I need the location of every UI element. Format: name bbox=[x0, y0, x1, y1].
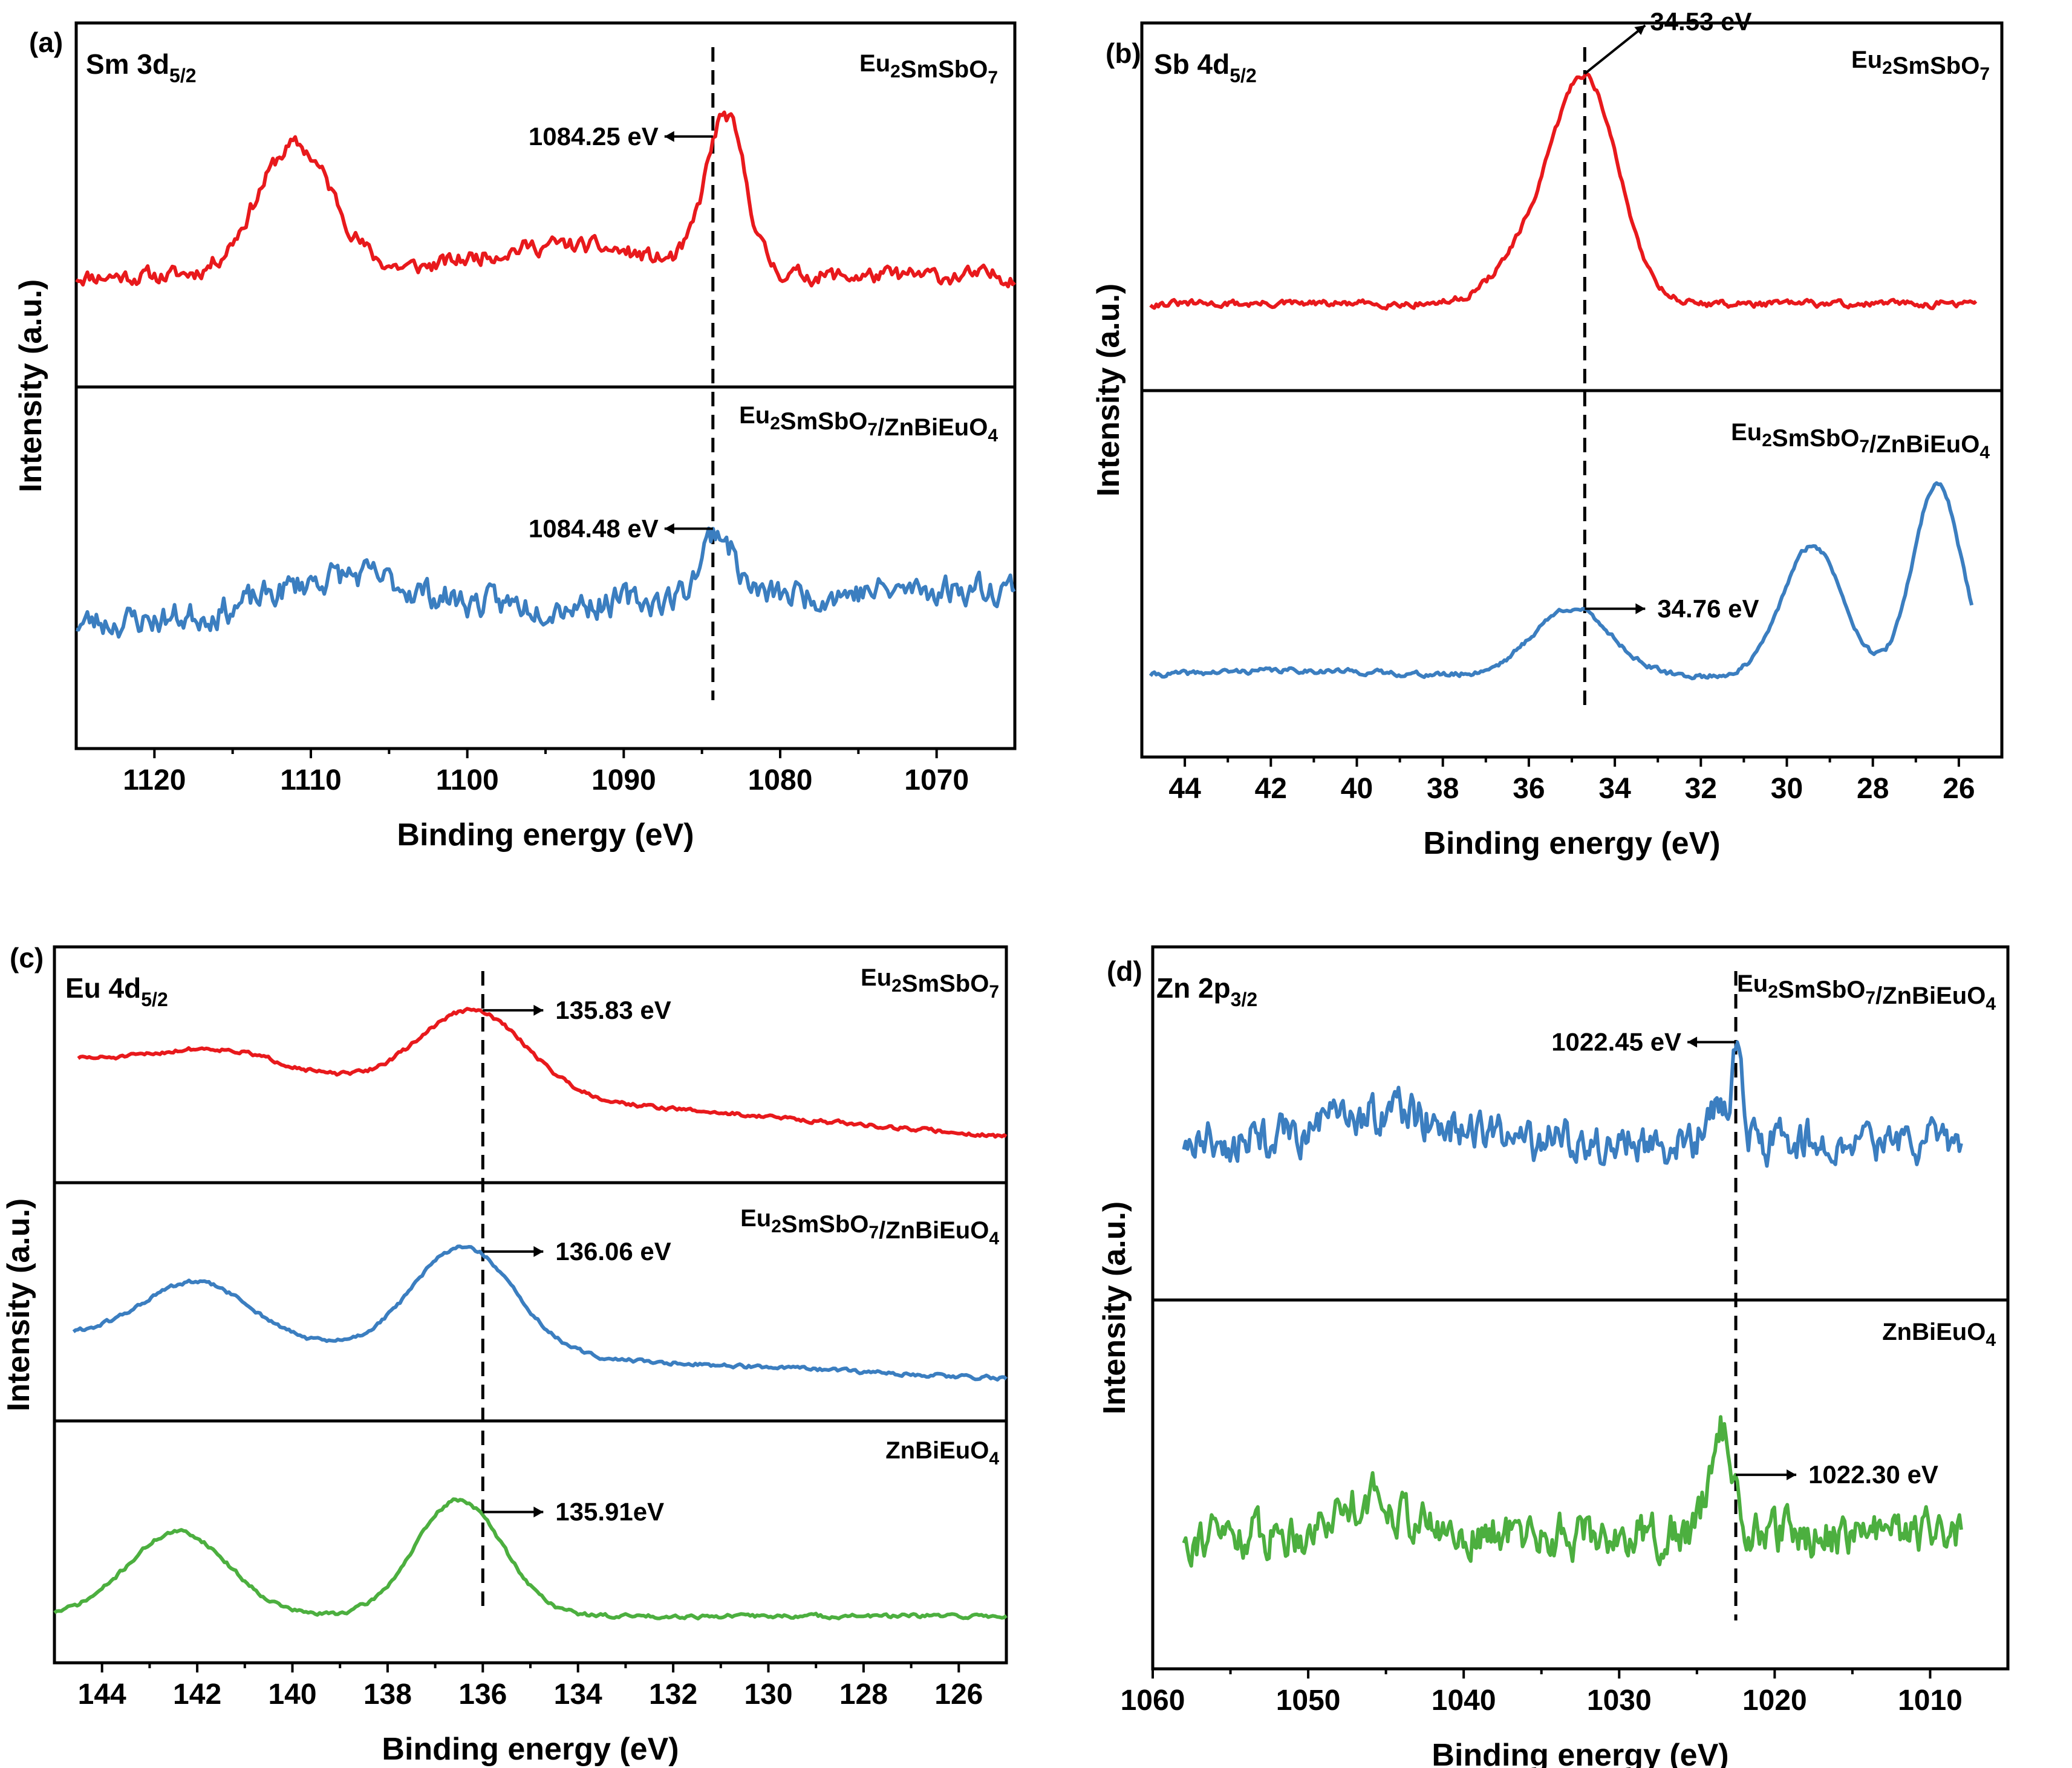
arrow-head bbox=[1635, 603, 1646, 614]
panel-c: 144 142 140 138 136 134 132 130 128 126 Binding en… bbox=[1, 942, 1008, 1767]
peak-annotation: 1084.48 eV bbox=[529, 514, 659, 542]
x-tick-label: 130 bbox=[744, 1679, 792, 1711]
plot-frame bbox=[53, 945, 1008, 1665]
arrow-head bbox=[533, 1246, 544, 1257]
x-tick-label: 1060 bbox=[1121, 1685, 1185, 1717]
x-tick-label: 40 bbox=[1341, 773, 1373, 805]
panel-b: 44 42 40 38 36 34 32 30 28 26 Binding energy (eV) I… bbox=[1091, 7, 2004, 861]
panel-d: 1060 1050 1040 1030 1020 1010 Binding energy (… bbox=[1097, 945, 2010, 1768]
x-tick-label: 138 bbox=[363, 1679, 412, 1711]
series-line-1 bbox=[76, 526, 1016, 639]
x-tick-label: 1050 bbox=[1276, 1685, 1341, 1717]
series-legend-label: Eu2SmSbO7 bbox=[1851, 47, 1990, 84]
x-tick-label: 128 bbox=[839, 1679, 888, 1711]
x-tick-label: 136 bbox=[458, 1679, 507, 1711]
x-tick-label: 28 bbox=[1857, 773, 1889, 805]
x-tick-label: 144 bbox=[78, 1679, 126, 1711]
series-legend-label: ZnBiEuO4 bbox=[1882, 1319, 1996, 1350]
series-legend-label: Eu2SmSbO7/ZnBiEuO4 bbox=[1731, 419, 1990, 463]
x-axis-label: Binding energy (eV) bbox=[397, 817, 694, 853]
annotation-arrow bbox=[1584, 24, 1646, 75]
x-tick-label: 1070 bbox=[904, 764, 969, 796]
x-tick-label: 134 bbox=[554, 1679, 602, 1711]
series-legend-label: Eu2SmSbO7 bbox=[859, 50, 998, 88]
x-tick-label: 1080 bbox=[748, 764, 813, 796]
x-tick-label: 38 bbox=[1427, 773, 1459, 805]
x-tick-label: 30 bbox=[1771, 773, 1803, 805]
series-legend-label: Eu2SmSbO7 bbox=[861, 964, 999, 1002]
plot-frame bbox=[1151, 945, 2010, 1671]
x-tick-label: 142 bbox=[173, 1679, 221, 1711]
core-level-title: Zn 2p3/2 bbox=[1156, 972, 1257, 1010]
arrow-head bbox=[1687, 1036, 1698, 1048]
x-tick-label: 1120 bbox=[123, 764, 186, 796]
x-tick-label: 32 bbox=[1685, 773, 1717, 805]
x-tick-label: 1020 bbox=[1742, 1685, 1807, 1717]
y-axis-label: Intensity (a.u.) bbox=[1097, 1201, 1132, 1414]
x-tick-label: 1010 bbox=[1898, 1685, 1963, 1717]
arrow-head bbox=[1634, 25, 1646, 35]
arrow-head bbox=[1787, 1469, 1797, 1481]
series-line-0 bbox=[75, 110, 1016, 288]
x-tick-label: 42 bbox=[1255, 773, 1287, 805]
panel-label: (c) bbox=[10, 942, 44, 973]
x-tick-label: 1100 bbox=[436, 764, 499, 796]
panel-a: 1120 1110 1100 1090 1080 1070 Binding energy (… bbox=[13, 21, 1017, 853]
x-tick-label: 140 bbox=[268, 1679, 316, 1711]
series-legend-label: Eu2SmSbO7/ZnBiEuO4 bbox=[739, 402, 998, 446]
x-axis-label: Binding energy (eV) bbox=[1432, 1738, 1728, 1768]
y-axis-label: Intensity (a.u.) bbox=[1091, 284, 1126, 496]
series-legend-label: ZnBiEuO4 bbox=[885, 1437, 999, 1469]
x-tick-label: 126 bbox=[934, 1679, 983, 1711]
peak-annotation: 34.76 eV bbox=[1657, 594, 1759, 623]
peak-annotation: 1084.25 eV bbox=[529, 122, 659, 151]
series-line-2 bbox=[53, 1497, 1008, 1620]
peak-annotation: 135.91eV bbox=[555, 1498, 664, 1526]
x-tick-label: 36 bbox=[1513, 773, 1545, 805]
y-axis-label: Intensity (a.u.) bbox=[1, 1198, 36, 1411]
arrow-head bbox=[664, 131, 674, 142]
x-axis-label: Binding energy (eV) bbox=[1423, 826, 1720, 861]
core-level-title: Sm 3d5/2 bbox=[86, 48, 197, 86]
x-tick-label: 44 bbox=[1168, 773, 1201, 805]
x-tick-label: 1040 bbox=[1432, 1685, 1496, 1717]
core-level-title: Sb 4d5/2 bbox=[1154, 48, 1257, 86]
peak-annotation: 136.06 eV bbox=[555, 1237, 671, 1266]
arrow-head bbox=[533, 1506, 544, 1518]
peak-annotation: 135.83 eV bbox=[555, 996, 671, 1024]
panel-label: (b) bbox=[1106, 37, 1141, 69]
x-axis-label: Binding energy (eV) bbox=[382, 1732, 679, 1767]
arrow-head bbox=[664, 523, 674, 535]
series-line-1 bbox=[1148, 481, 1974, 681]
series-legend-label: Eu2SmSbO7/ZnBiEuO4 bbox=[1737, 970, 1996, 1014]
series-line-1 bbox=[1182, 1415, 1963, 1568]
x-tick-label: 34 bbox=[1598, 773, 1631, 805]
x-tick-label: 132 bbox=[649, 1679, 697, 1711]
arrow-head bbox=[533, 1004, 544, 1016]
series-line-1 bbox=[72, 1244, 1008, 1382]
series-legend-label: Eu2SmSbO7/ZnBiEuO4 bbox=[740, 1205, 999, 1249]
series-line-0 bbox=[1182, 1040, 1963, 1168]
series-line-0 bbox=[77, 1007, 1008, 1139]
x-tick-label: 1030 bbox=[1587, 1685, 1652, 1717]
x-tick-label: 26 bbox=[1943, 773, 1975, 805]
peak-annotation: 34.53 eV bbox=[1650, 7, 1751, 36]
peak-annotation: 1022.30 eV bbox=[1808, 1460, 1938, 1489]
x-tick-label: 1110 bbox=[280, 764, 341, 796]
core-level-title: Eu 4d5/2 bbox=[65, 972, 168, 1010]
panel-label: (d) bbox=[1107, 955, 1142, 987]
series-line-0 bbox=[1149, 71, 1978, 311]
peak-annotation: 1022.45 eV bbox=[1551, 1027, 1681, 1056]
y-axis-label: Intensity (a.u.) bbox=[13, 279, 48, 492]
panel-label: (a) bbox=[29, 27, 63, 58]
x-tick-label: 1090 bbox=[591, 764, 656, 796]
